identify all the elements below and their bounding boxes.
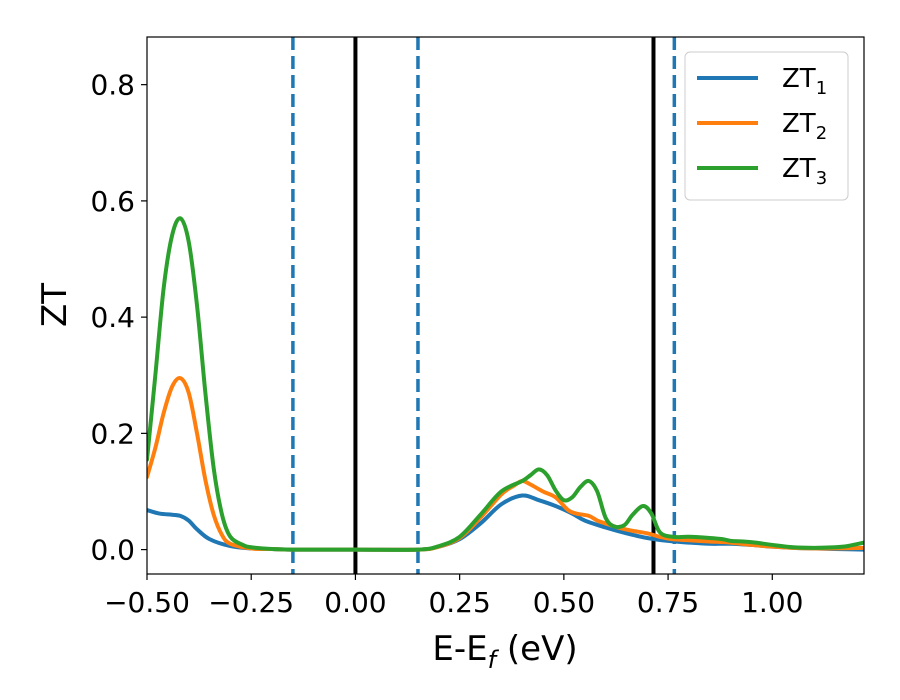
y-tick-label: 0.2 <box>90 417 135 450</box>
x-axis-label: E-Ef (eV) <box>432 629 577 674</box>
legend-box <box>684 51 849 201</box>
y-tick-label: 0.4 <box>90 301 135 334</box>
y-tick-label: 0.0 <box>90 534 135 567</box>
y-axis: 0.0 0.2 0.4 0.6 0.8 <box>90 69 147 567</box>
x-axis-label-main: E-E <box>432 629 487 669</box>
series-lines <box>147 216 864 552</box>
x-tick-label: −0.25 <box>208 586 294 619</box>
series-line-zt3 <box>147 216 864 552</box>
legend: ZT1 ZT2 ZT3 <box>684 51 849 201</box>
legend-label-zt2: ZT2 <box>782 109 827 144</box>
series-line-zt2 <box>147 376 864 552</box>
legend-label-zt3: ZT3 <box>782 154 827 189</box>
x-tick-label: −0.50 <box>104 586 190 619</box>
x-tick-label: 0.00 <box>324 586 386 619</box>
y-tick-label: 0.8 <box>90 69 135 102</box>
legend-label-zt1: ZT1 <box>782 64 827 99</box>
y-axis-label: ZT <box>35 283 75 327</box>
x-axis-label-unit: (eV) <box>496 629 578 669</box>
y-tick-label: 0.6 <box>90 185 135 218</box>
x-tick-label: 0.50 <box>533 586 595 619</box>
x-tick-label: 1.00 <box>741 586 803 619</box>
x-axis: −0.50 −0.25 0.00 0.25 0.50 0.75 1.00 <box>104 574 803 619</box>
reference-lines <box>291 37 677 574</box>
x-tick-label: 0.25 <box>428 586 490 619</box>
x-tick-label: 0.75 <box>637 586 699 619</box>
plot-frame <box>146 36 865 575</box>
